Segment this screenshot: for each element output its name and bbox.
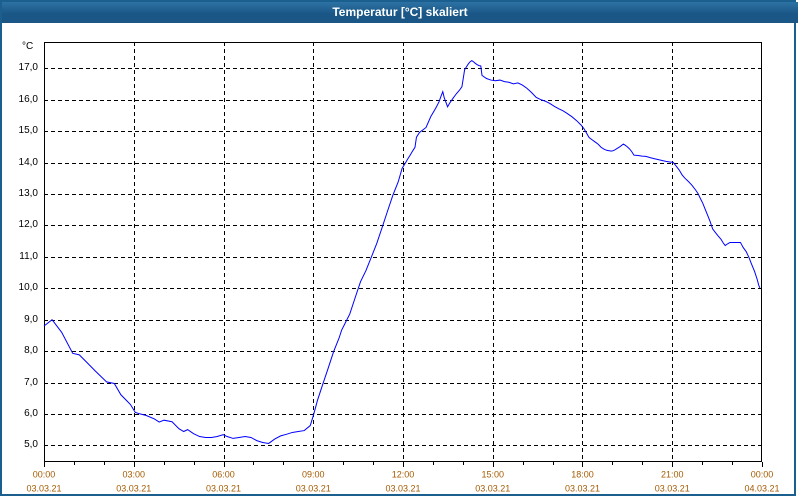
svg-text:21:00: 21:00 xyxy=(661,470,684,480)
svg-text:06:00: 06:00 xyxy=(212,470,235,480)
svg-text:13,0: 13,0 xyxy=(19,188,39,199)
svg-text:12,0: 12,0 xyxy=(19,219,39,230)
svg-text:°C: °C xyxy=(22,41,33,52)
svg-text:15,0: 15,0 xyxy=(19,125,39,136)
svg-text:16,0: 16,0 xyxy=(19,94,39,105)
svg-text:03.03.21: 03.03.21 xyxy=(475,484,510,494)
svg-text:18:00: 18:00 xyxy=(571,470,594,480)
svg-text:03.03.21: 03.03.21 xyxy=(206,484,241,494)
svg-text:8,0: 8,0 xyxy=(24,345,38,356)
svg-text:5,0: 5,0 xyxy=(24,439,38,450)
svg-text:03.03.21: 03.03.21 xyxy=(116,484,151,494)
svg-text:9,0: 9,0 xyxy=(24,314,38,325)
svg-text:03.03.21: 03.03.21 xyxy=(296,484,331,494)
svg-text:03.03.21: 03.03.21 xyxy=(565,484,600,494)
svg-text:00:00: 00:00 xyxy=(33,470,56,480)
svg-text:14,0: 14,0 xyxy=(19,157,39,168)
svg-text:09:00: 09:00 xyxy=(302,470,325,480)
svg-text:12:00: 12:00 xyxy=(392,470,415,480)
svg-text:17,0: 17,0 xyxy=(19,62,39,73)
svg-text:11,0: 11,0 xyxy=(19,251,38,262)
svg-text:03.03.21: 03.03.21 xyxy=(655,484,690,494)
svg-text:10,0: 10,0 xyxy=(19,282,39,293)
svg-text:03.03.21: 03.03.21 xyxy=(385,484,420,494)
svg-text:00:00: 00:00 xyxy=(751,470,774,480)
svg-text:7,0: 7,0 xyxy=(24,377,38,388)
svg-text:04.03.21: 04.03.21 xyxy=(744,484,779,494)
svg-text:03.03.21: 03.03.21 xyxy=(26,484,61,494)
svg-text:03:00: 03:00 xyxy=(122,470,145,480)
svg-text:15:00: 15:00 xyxy=(481,470,504,480)
svg-text:6,0: 6,0 xyxy=(24,408,38,419)
